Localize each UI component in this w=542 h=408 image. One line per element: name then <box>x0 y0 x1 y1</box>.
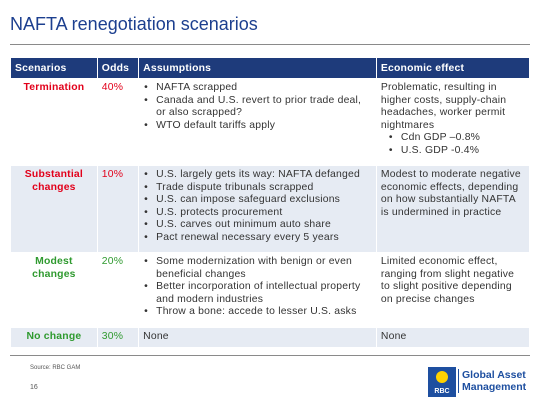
odds: 10% <box>96 165 140 253</box>
assumption: Pact renewal necessary every 5 years <box>144 232 372 245</box>
effect-text: Modest to moderate negative economic eff… <box>380 169 521 218</box>
assumption-list: NAFTA scrappedCanada and U.S. revert to … <box>143 82 372 132</box>
effect-text: Limited economic effect, ranging from sl… <box>380 256 515 305</box>
economic-effect: Modest to moderate negative economic eff… <box>375 165 531 253</box>
title: NAFTA renegotiation scenarios <box>10 14 258 34</box>
effect-bullet: Cdn GDP –0.8% <box>389 132 525 145</box>
assumption: U.S. largely gets its way: NAFTA defange… <box>144 169 372 182</box>
scenario: No change <box>10 327 98 348</box>
odds: 30% <box>96 327 140 348</box>
odds: 20% <box>96 252 140 328</box>
table-row: No change 30% None None <box>10 327 531 348</box>
economic-effect: Problematic, resulting in higher costs, … <box>375 78 531 166</box>
assumption: Better incorporation of intellectual pro… <box>144 281 372 306</box>
assumption-list: Some modernization with benign or even b… <box>143 256 372 319</box>
assumptions: None <box>138 327 377 348</box>
scenario: Substantial changes <box>10 165 98 253</box>
column-header: Scenarios <box>10 57 98 79</box>
assumption: Trade dispute tribunals scrapped <box>144 182 372 195</box>
source: Source: RBC GAM <box>30 365 81 371</box>
effect-text: None <box>380 331 407 342</box>
column-header: Odds <box>96 57 140 79</box>
assumption: Some modernization with benign or even b… <box>144 256 372 281</box>
column-header: Assumptions <box>138 57 377 79</box>
logo-text: Global Asset Management <box>457 369 527 393</box>
page-number: 16 <box>30 384 38 391</box>
scenario-table: Scenarios Odds Assumptions Economic effect T… <box>10 57 531 348</box>
column-header: Economic effect <box>375 57 531 79</box>
economic-effect: None <box>375 327 531 348</box>
logo-mark: RBC <box>434 388 449 395</box>
effect-bullet: U.S. GDP -0.4% <box>389 145 525 158</box>
assumption: WTO default tariffs apply <box>144 120 372 133</box>
assumptions: NAFTA scrappedCanada and U.S. revert to … <box>138 78 377 166</box>
rule <box>10 355 530 356</box>
assumptions: Some modernization with benign or even b… <box>138 252 377 328</box>
effect-text: Problematic, resulting in higher costs, … <box>380 82 507 131</box>
effect-list: Cdn GDP –0.8%U.S. GDP -0.4% <box>381 132 525 157</box>
scenario: Modest changes <box>10 252 98 328</box>
assumption: Canada and U.S. revert to prior trade de… <box>144 95 372 120</box>
scenario: Termination <box>10 78 98 166</box>
assumption: U.S. protects procurement <box>144 207 372 220</box>
assumption: NAFTA scrapped <box>144 82 372 95</box>
assumption-list: U.S. largely gets its way: NAFTA defange… <box>143 169 372 245</box>
assumption: U.S. can impose safeguard exclusions <box>144 194 372 207</box>
assumption: U.S. carves out minimum auto share <box>144 219 372 232</box>
rule <box>10 44 530 45</box>
economic-effect: Limited economic effect, ranging from sl… <box>375 252 531 328</box>
logo-line: Global Asset <box>462 369 526 381</box>
odds: 40% <box>96 78 140 166</box>
assumptions: U.S. largely gets its way: NAFTA defange… <box>138 165 377 253</box>
logo: RBC <box>428 367 456 397</box>
logo-line: Management <box>462 381 527 393</box>
assumption: Throw a bone: accede to lesser U.S. asks <box>144 306 372 319</box>
